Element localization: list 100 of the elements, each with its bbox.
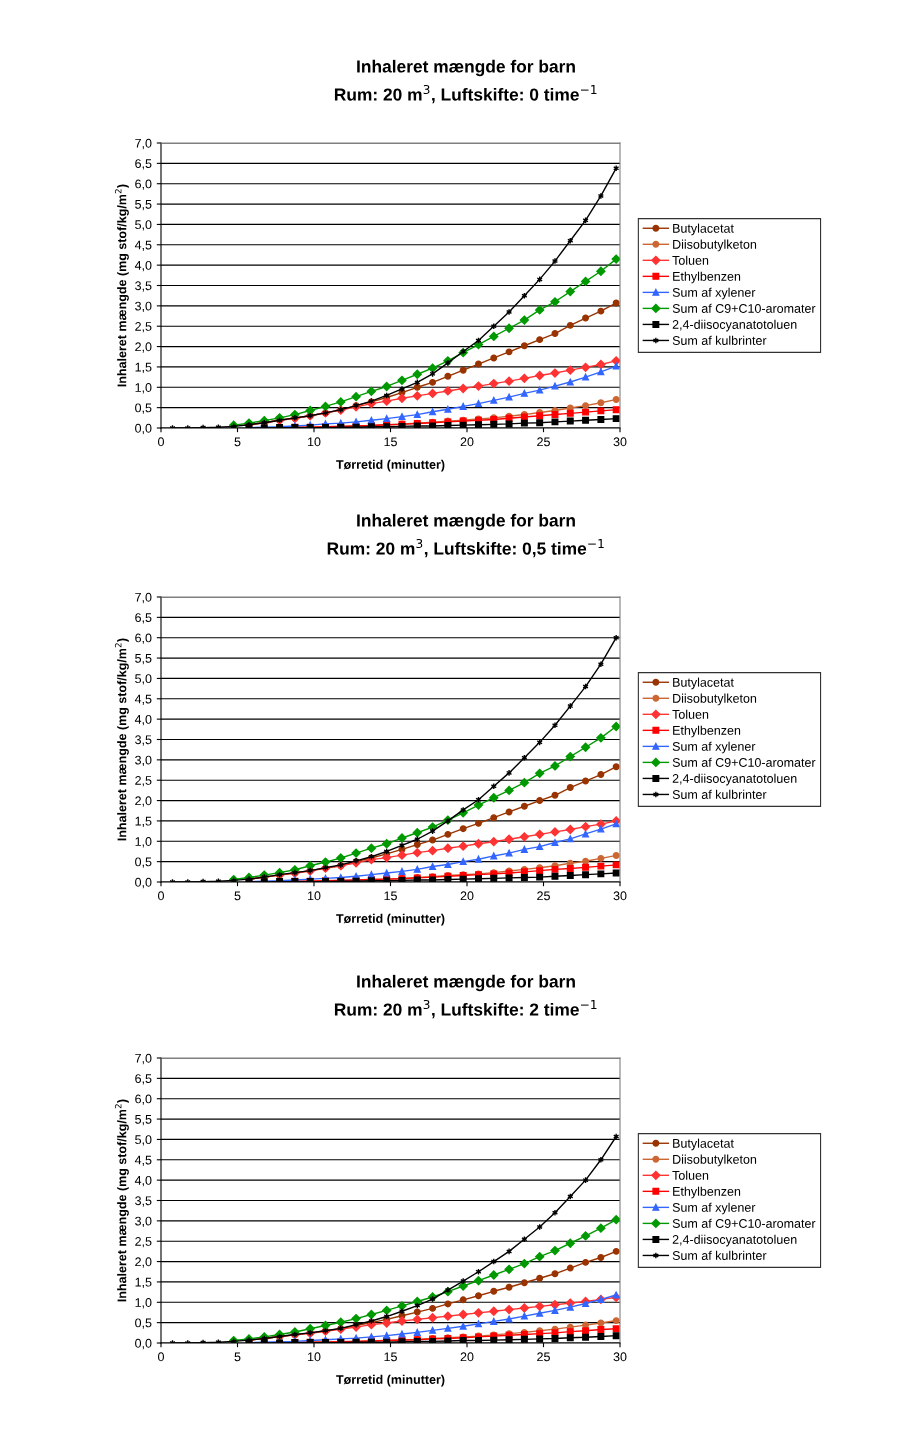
legend-label: Toluen: [672, 709, 709, 719]
y-tick-label: 2,5: [135, 776, 152, 787]
y-tick-label: 6,0: [135, 633, 152, 644]
y-tick-label: 0,5: [135, 403, 152, 414]
x-tick-label: 25: [537, 1352, 550, 1362]
legend-label: Sum af xylener: [672, 1202, 756, 1215]
y-tick-label: 4,5: [134, 694, 152, 705]
y-tick-label: 7,0: [135, 138, 152, 150]
legend-label: 2,4-diisocyanatotoluen: [672, 1234, 797, 1247]
legend-label: Diisobutylketon: [673, 693, 757, 706]
y-tick-label: 6,5: [135, 613, 152, 624]
y-tick-label: 0,0: [135, 877, 152, 889]
legend-label: Ethylbenzen: [673, 1186, 741, 1199]
y-tick-label: 4,5: [134, 240, 152, 251]
y-tick-label: 1,0: [135, 837, 152, 848]
legend-label: Diisobutylketon: [673, 1154, 757, 1167]
x-tick-label: 15: [384, 1352, 397, 1362]
chart-subtitle: Rum: 20 m$^{3}$, Luftskifte: 0 time$^{−1}$: [334, 84, 597, 104]
y-tick-label: 3,0: [135, 1216, 152, 1227]
legend-label: Sum af kulbrinter: [672, 789, 767, 799]
x-tick-label: 20: [460, 1352, 474, 1362]
legend-label: Sum af xylener: [672, 287, 756, 300]
y-tick-label: 2,0: [135, 1257, 152, 1268]
x-tick-label: 10: [308, 1352, 321, 1362]
legend-label: Toluen: [672, 255, 709, 265]
y-tick-label: 5,5: [135, 200, 152, 211]
chart-title: Inhaleret mængde for barn: [357, 513, 575, 531]
x-tick-label: 30: [613, 891, 627, 901]
chart-title: Inhaleret mængde for barn: [357, 974, 575, 992]
y-tick-label: 0,0: [135, 423, 152, 435]
legend-label: Butylacetat: [673, 1138, 734, 1151]
y-tick-label: 1,0: [135, 383, 152, 394]
legend-label: Toluen: [672, 1170, 709, 1180]
x-tick-label: 5: [234, 891, 241, 901]
y-tick-label: 6,0: [135, 1094, 152, 1105]
y-tick-label: 6,5: [135, 159, 152, 170]
y-tick-label: 6,5: [135, 1074, 152, 1085]
y-tick-label: 5,0: [135, 220, 152, 231]
y-tick-label: 1,0: [135, 1298, 152, 1309]
x-tick-label: 30: [613, 1352, 627, 1362]
y-tick-label: 3,0: [135, 301, 152, 312]
y-tick-label: 4,0: [134, 260, 152, 272]
legend-label: Sum af C9+C10-aromater: [672, 757, 816, 767]
y-tick-label: 6,0: [135, 179, 152, 190]
x-axis-title: Tørretid (minutter): [336, 1374, 445, 1387]
chart-title: Inhaleret mængde for barn: [357, 59, 575, 77]
y-tick-label: 7,0: [135, 1053, 152, 1065]
y-axis-title: Inhaleret mængde (mg stof/kg/m$^{2}$): [114, 1099, 129, 1302]
x-tick-label: 15: [384, 437, 397, 447]
y-tick-label: 1,5: [135, 816, 152, 828]
y-tick-label: 5,5: [135, 654, 152, 665]
legend-label: Diisobutylketon: [673, 239, 757, 252]
legend-label: 2,4-diisocyanatotoluen: [672, 773, 797, 786]
x-tick-label: 20: [460, 891, 474, 901]
y-tick-label: 1,5: [135, 362, 152, 374]
x-tick-label: 10: [308, 437, 321, 447]
y-tick-label: 2,0: [135, 796, 152, 807]
x-tick-label: 10: [308, 891, 321, 901]
y-tick-label: 0,5: [135, 857, 152, 868]
y-tick-label: 2,5: [135, 322, 152, 333]
y-axis-title: Inhaleret mængde (mg stof/kg/m$^{2}$): [114, 638, 129, 841]
x-axis-title: Tørretid (minutter): [336, 913, 445, 926]
x-tick-label: 5: [234, 1352, 241, 1362]
y-tick-label: 7,0: [135, 592, 152, 604]
y-tick-label: 3,0: [135, 755, 152, 766]
y-tick-label: 2,5: [135, 1237, 152, 1248]
legend-label: Sum af C9+C10-aromater: [672, 1218, 816, 1228]
x-tick-label: 0: [158, 1352, 164, 1362]
legend-label: 2,4-diisocyanatotoluen: [672, 319, 797, 332]
y-tick-label: 3,5: [135, 735, 152, 746]
legend-label: Ethylbenzen: [673, 271, 741, 284]
y-tick-label: 3,5: [135, 1196, 152, 1207]
x-axis-title: Tørretid (minutter): [336, 459, 445, 472]
y-tick-label: 5,0: [135, 1135, 152, 1146]
legend-label: Sum af kulbrinter: [672, 1250, 767, 1260]
y-tick-label: 2,0: [135, 342, 152, 353]
y-tick-label: 4,0: [134, 714, 152, 726]
x-tick-label: 25: [537, 437, 550, 447]
legend-label: Sum af xylener: [672, 741, 756, 754]
y-tick-label: 3,5: [135, 281, 152, 292]
y-tick-label: 0,5: [135, 1318, 152, 1329]
y-tick-label: 5,0: [135, 674, 152, 685]
y-axis-title: Inhaleret mængde (mg stof/kg/m$^{2}$): [114, 184, 129, 387]
y-tick-label: 5,5: [135, 1115, 152, 1126]
chart-subtitle: Rum: 20 m$^{3}$, Luftskifte: 2 time$^{−1}$: [334, 999, 597, 1019]
x-tick-label: 20: [460, 437, 474, 447]
legend-label: Sum af kulbrinter: [672, 335, 767, 345]
x-tick-label: 0: [158, 437, 164, 447]
legend-label: Butylacetat: [673, 677, 734, 690]
x-tick-label: 5: [234, 437, 241, 447]
legend-label: Ethylbenzen: [673, 725, 741, 738]
x-tick-label: 30: [613, 437, 627, 447]
legend-label: Butylacetat: [673, 223, 734, 236]
legend-label: Sum af C9+C10-aromater: [672, 303, 816, 313]
x-tick-label: 0: [158, 891, 164, 901]
y-tick-label: 4,5: [134, 1155, 152, 1166]
y-tick-label: 0,0: [135, 1338, 152, 1350]
y-tick-label: 1,5: [135, 1277, 152, 1289]
chart-subtitle: Rum: 20 m$^{3}$, Luftskifte: 0,5 time$^{−1}$: [327, 538, 604, 558]
x-tick-label: 15: [384, 891, 397, 901]
